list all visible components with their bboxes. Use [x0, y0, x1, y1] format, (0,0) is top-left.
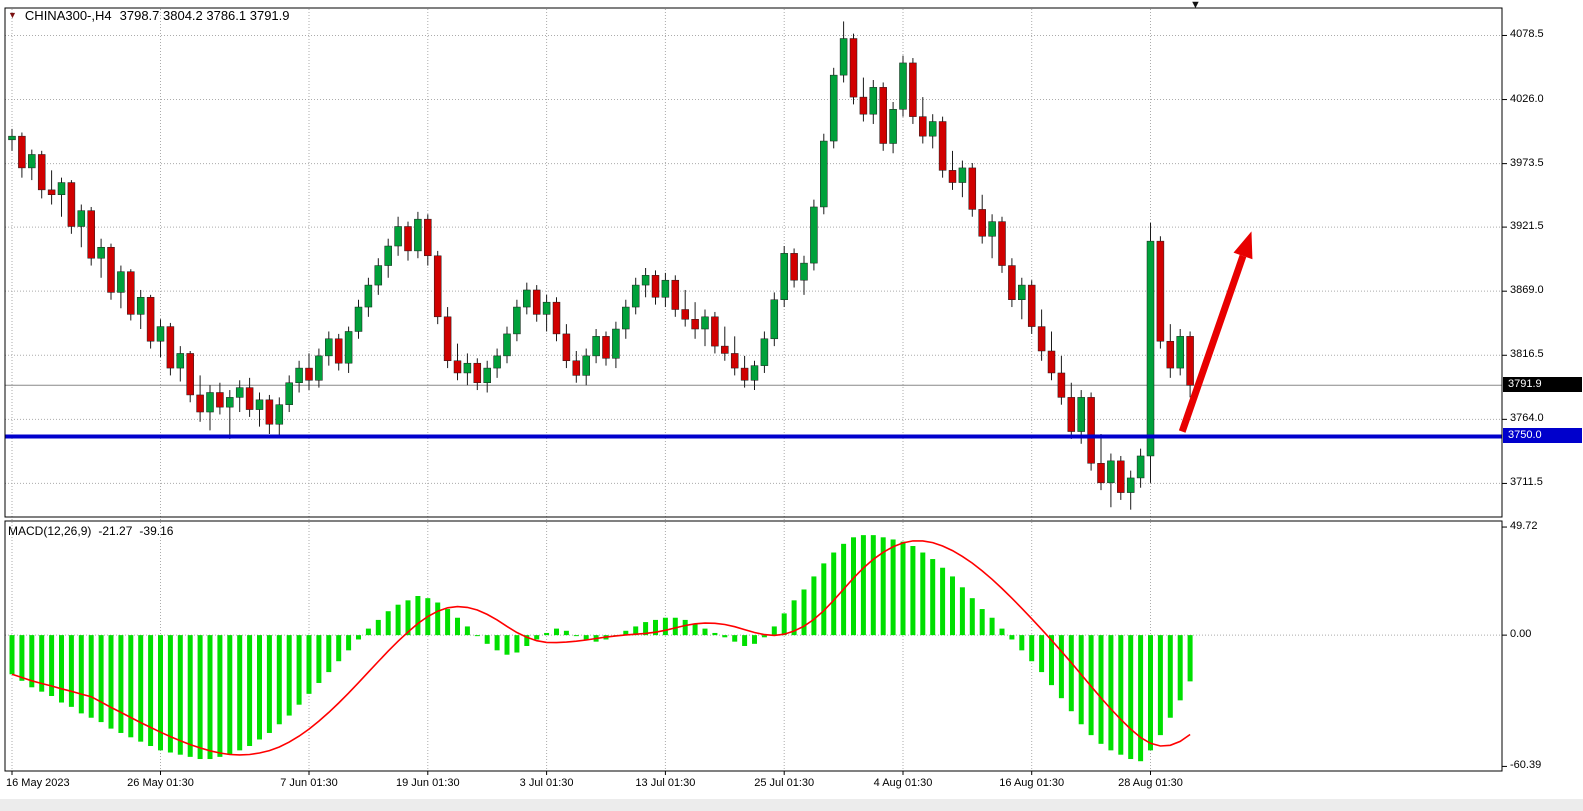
macd-indicator-label: MACD(12,26,9) — [8, 524, 92, 538]
panel-borders — [4, 7, 1507, 775]
time-axis-label: 19 Jun 01:30 — [395, 777, 460, 789]
time-axis-label: 13 Jul 01:30 — [635, 777, 696, 789]
window-bottom-edge — [0, 799, 1583, 811]
time-axis-label: 16 Aug 01:30 — [999, 777, 1065, 789]
price-scale-axis[interactable]: 3791.9 3750.0 4078.5 4026.0 3973.5 3921.5 38… — [1503, 0, 1583, 800]
macd-signal-value-label: -39.16 — [139, 524, 174, 538]
time-axis-label: 7 Jun 01:30 — [280, 777, 338, 789]
macd-signal-line — [11, 540, 1191, 756]
time-axis-label: 25 Jul 01:30 — [754, 777, 815, 789]
price-axis-tick: 3764.0 — [1510, 412, 1544, 425]
time-scale-axis[interactable]: 16 May 2023 26 May 01:30 7 Jun 01:30 19 Jun… — [0, 774, 1583, 794]
time-axis-label: 16 May 2023 — [6, 777, 70, 789]
symbol-timeframe-label: CHINA300-,H4 — [24, 8, 112, 23]
price-axis-tick: 3869.0 — [1510, 284, 1544, 297]
price-axis-tick: 3921.5 — [1510, 220, 1544, 233]
macd-value-label: -21.27 — [98, 524, 133, 538]
price-axis-tick: 4026.0 — [1510, 92, 1544, 105]
candlestick-series — [8, 21, 1194, 510]
macd-axis-tick: -60.39 — [1510, 759, 1542, 772]
chart-header: ▼ CHINA300-,H4 3798.7 3804.2 3786.1 3791… — [8, 8, 290, 23]
macd-axis-tick: 0.00 — [1510, 628, 1532, 641]
macd-histogram-series — [9, 535, 1193, 762]
ohlc-quote-label: 3798.7 3804.2 3786.1 3791.9 — [119, 8, 290, 23]
current-price-tag: 3791.9 — [1503, 377, 1582, 393]
price-axis-tick: 3973.5 — [1510, 156, 1544, 169]
time-axis-label: 26 May 01:30 — [127, 777, 194, 789]
macd-axis-tick: 49.72 — [1510, 520, 1538, 533]
time-axis-label: 28 Aug 01:30 — [1118, 777, 1183, 789]
trend-arrow-annotation[interactable] — [1178, 231, 1253, 433]
symbol-marker-icon: ▼ — [8, 10, 17, 20]
price-axis-tick: 3711.5 — [1510, 476, 1543, 489]
support-level-tag: 3750.0 — [1503, 428, 1582, 444]
price-axis-tick: 4078.5 — [1510, 28, 1544, 41]
price-axis-tick: 3816.5 — [1510, 348, 1544, 361]
time-axis-label: 3 Jul 01:30 — [519, 777, 574, 789]
macd-indicator-header: MACD(12,26,9) -21.27 -39.16 — [8, 524, 173, 538]
chart-shift-marker-icon: ▼ — [1190, 0, 1201, 11]
time-axis-label: 4 Aug 01:30 — [873, 777, 933, 789]
